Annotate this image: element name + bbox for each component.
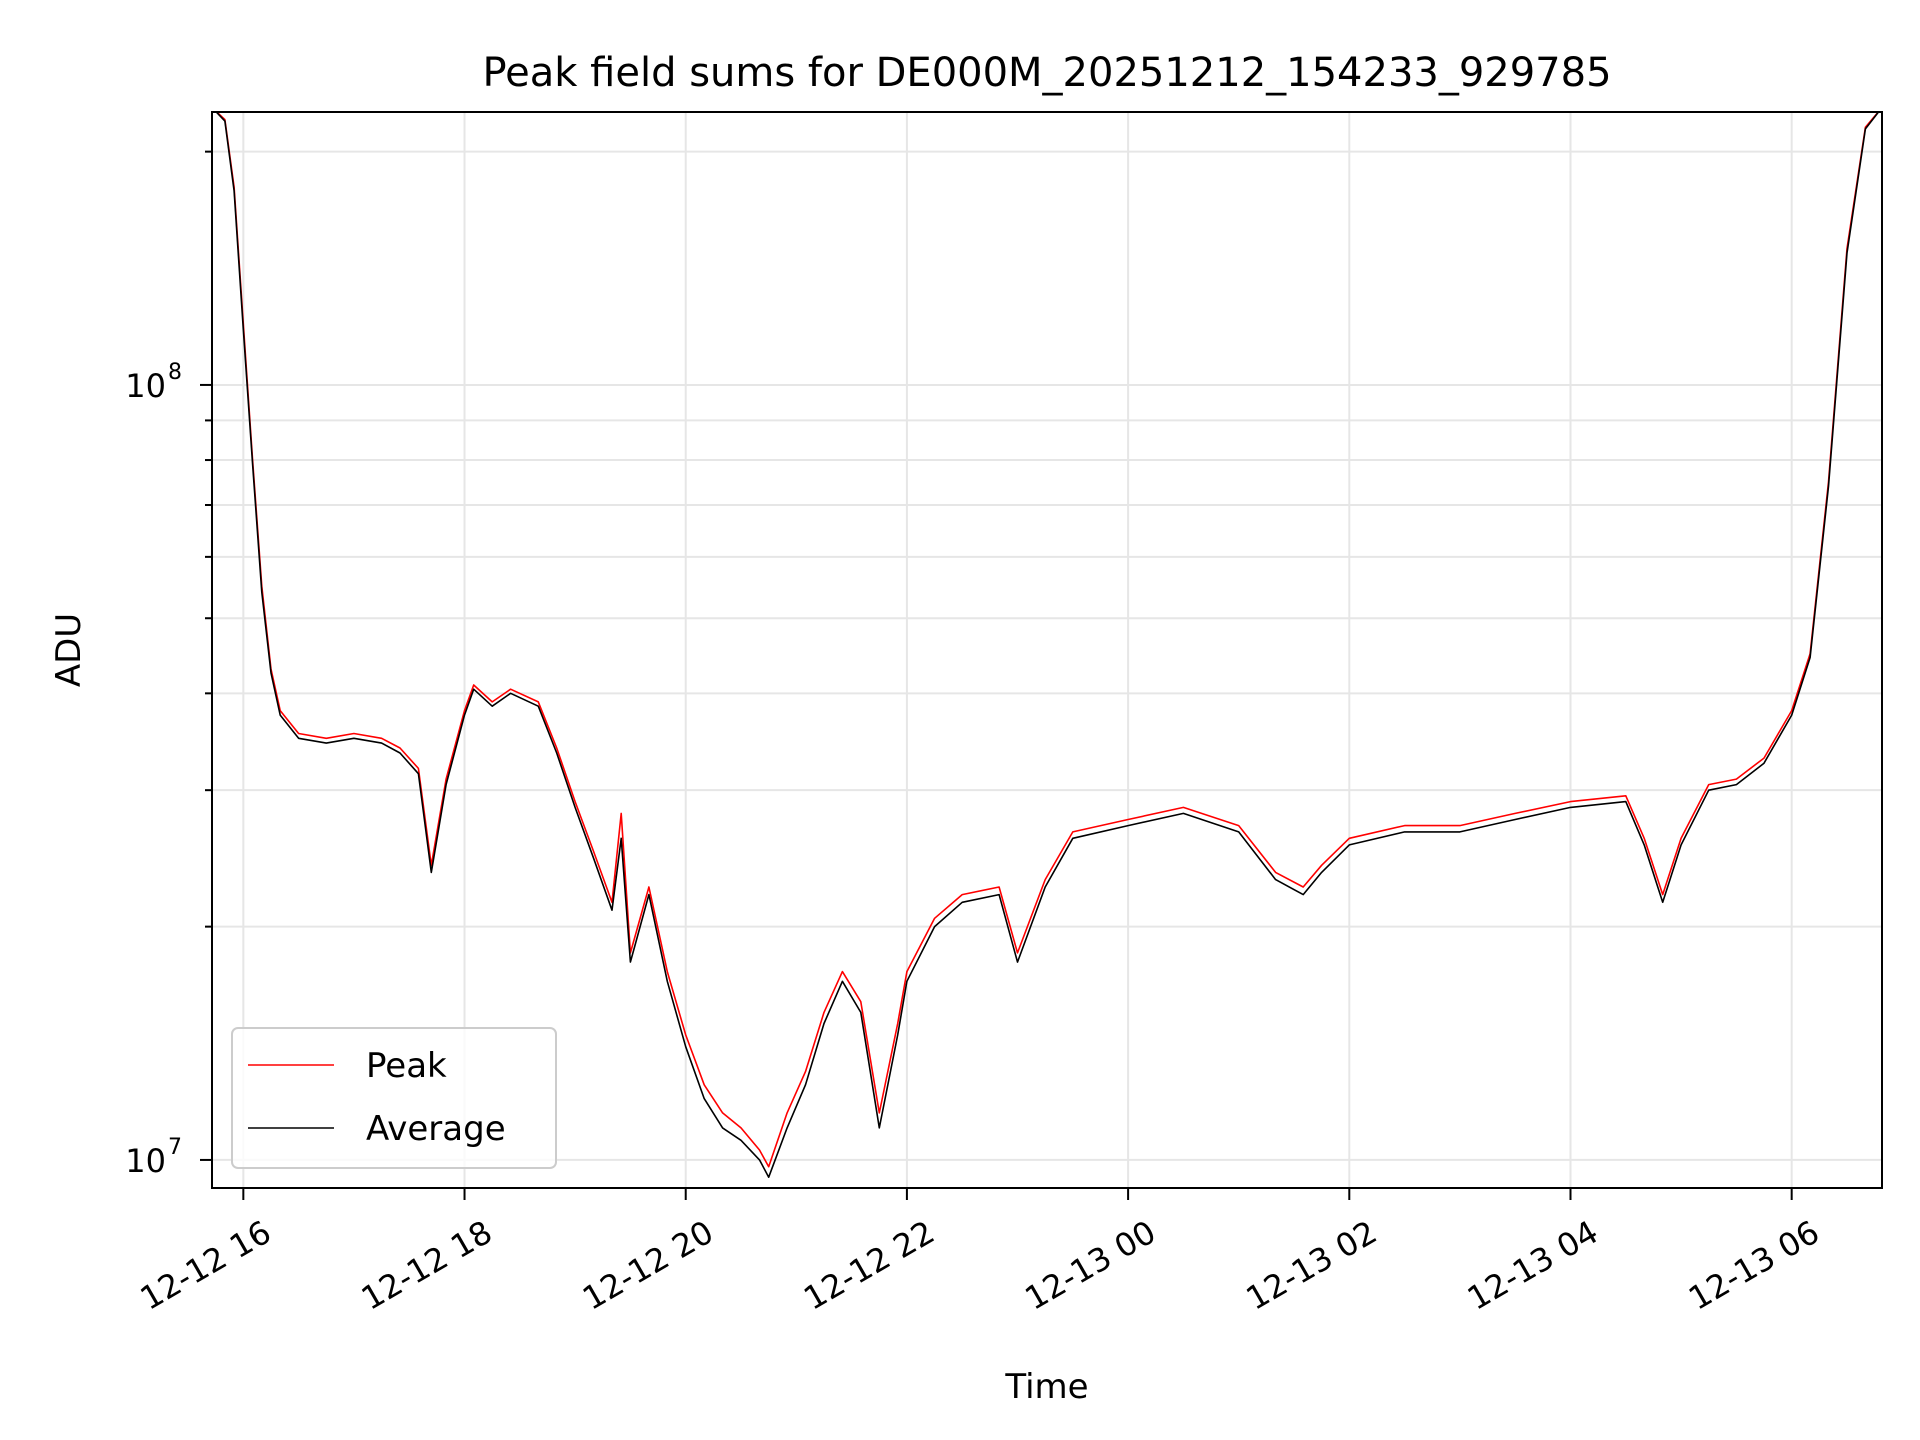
x-tick-label: 12-12 20 [576, 1213, 720, 1318]
legend: Peak Average [231, 1027, 557, 1169]
y-tick-label-base: 10 [125, 1142, 166, 1180]
legend-label-peak: Peak [366, 1046, 447, 1086]
x-tick-label: 12-13 04 [1461, 1213, 1605, 1318]
y-tick-label-exponent: 7 [168, 1135, 182, 1160]
legend-label-average: Average [366, 1109, 506, 1149]
x-tick-label: 12-12 18 [355, 1213, 499, 1318]
x-tick-label: 12-12 22 [797, 1213, 941, 1318]
x-axis-label: Time [1004, 1367, 1088, 1407]
series-line-average [215, 112, 1880, 1178]
y-axis-label: ADU [49, 613, 89, 687]
grid [212, 112, 1882, 1188]
x-tick-label: 12-13 06 [1682, 1213, 1826, 1318]
y-tick-label-exponent: 8 [168, 360, 182, 385]
x-axis-ticks: 12-12 16 12-12 18 12-12 20 12-12 22 12-13 00… [134, 1188, 1826, 1318]
x-tick-label: 12-13 02 [1240, 1213, 1384, 1318]
x-tick-label: 12-12 16 [134, 1213, 278, 1318]
x-tick-label: 12-13 00 [1019, 1213, 1163, 1318]
chart-title: Peak field sums for DE000M_20251212_1542… [482, 50, 1611, 96]
y-tick-label-base: 10 [125, 367, 166, 405]
series-line-peak [215, 112, 1880, 1168]
legend-box [231, 1027, 557, 1169]
series-layer [215, 112, 1880, 1178]
plot-frame [211, 111, 1883, 1189]
